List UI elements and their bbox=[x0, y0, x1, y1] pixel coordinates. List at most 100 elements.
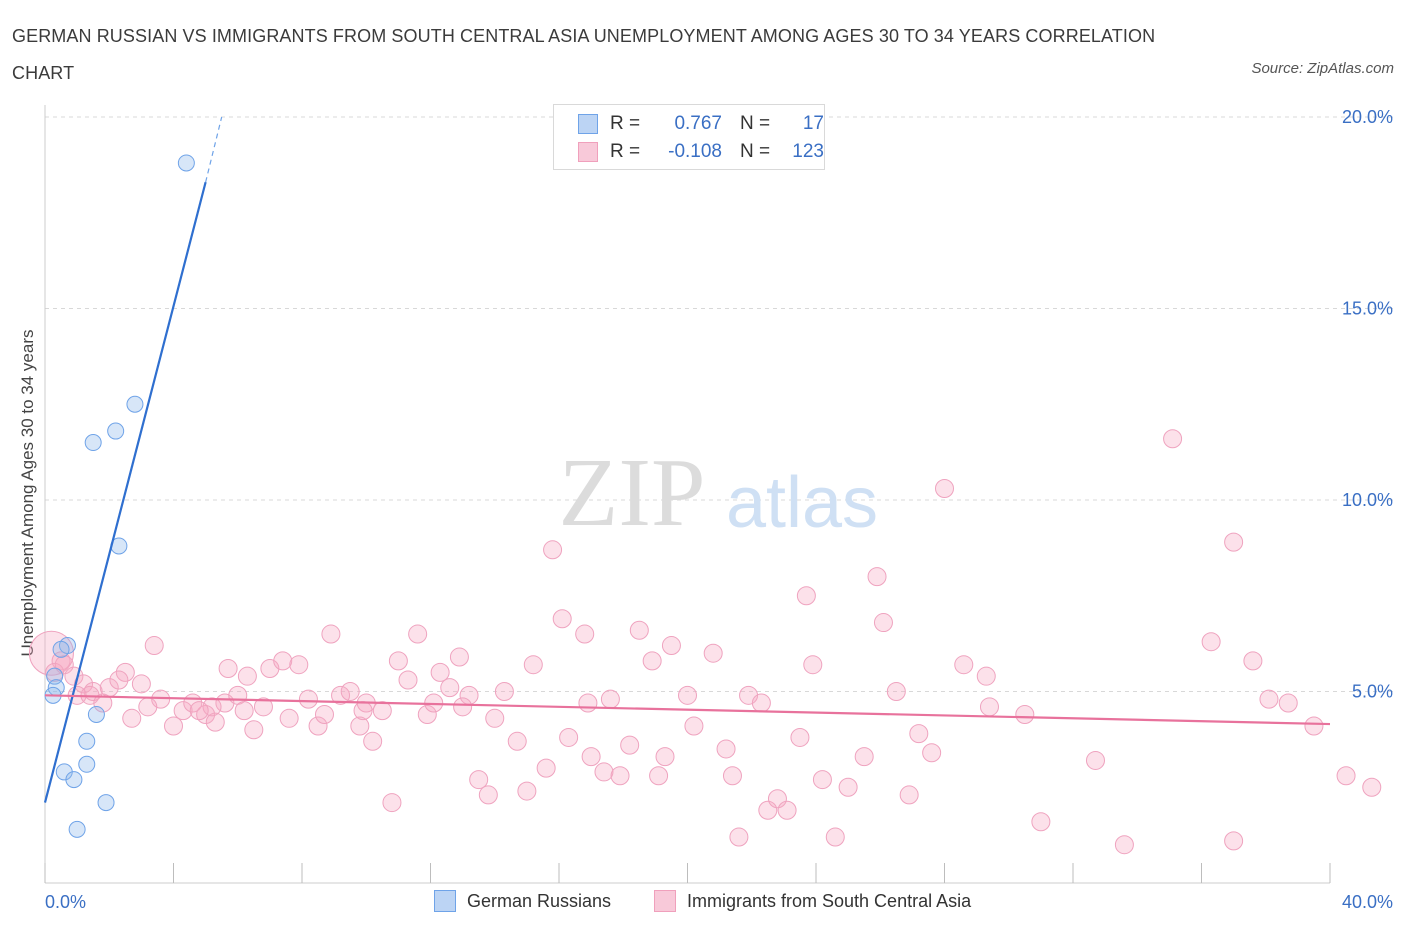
data-point-immigrants bbox=[803, 655, 823, 675]
data-point-immigrants bbox=[812, 770, 832, 790]
data-point-immigrants bbox=[164, 716, 183, 736]
data-point-immigrants bbox=[93, 693, 113, 713]
data-point-immigrants bbox=[575, 624, 595, 644]
data-point-immigrants bbox=[173, 701, 193, 721]
data-point-immigrants bbox=[1336, 766, 1356, 786]
data-point-immigrants bbox=[440, 678, 460, 698]
data-point-immigrants bbox=[289, 655, 309, 675]
series-legend-german-russians[interactable]: German Russians bbox=[434, 890, 611, 912]
legend-n-label: N = bbox=[740, 113, 771, 134]
data-point-german-russians bbox=[107, 422, 125, 440]
legend-n-value: 123 bbox=[792, 141, 824, 162]
trend-line-german-russians bbox=[43, 181, 207, 803]
data-point-immigrants bbox=[886, 682, 906, 701]
data-point-immigrants bbox=[321, 624, 341, 644]
data-point-immigrants bbox=[649, 766, 669, 786]
data-point-immigrants bbox=[620, 735, 640, 755]
data-point-immigrants bbox=[922, 743, 942, 763]
legend-n-value: 17 bbox=[802, 113, 824, 134]
data-point-immigrants bbox=[485, 708, 505, 728]
data-point-immigrants bbox=[417, 704, 437, 724]
data-point-immigrants bbox=[253, 697, 273, 717]
data-point-immigrants bbox=[350, 716, 370, 736]
watermark-atlas: atlas bbox=[726, 463, 878, 543]
data-point-german-russians bbox=[97, 794, 115, 812]
data-point-immigrants bbox=[74, 674, 94, 694]
y-tick-label: 15.0% bbox=[1342, 299, 1393, 319]
data-point-german-russians bbox=[78, 732, 96, 750]
data-point-immigrants bbox=[28, 630, 74, 676]
data-point-immigrants bbox=[340, 682, 360, 701]
data-point-immigrants bbox=[279, 708, 299, 728]
chart-title: GERMAN RUSSIAN VS IMMIGRANTS FROM SOUTH … bbox=[12, 26, 1156, 83]
data-point-immigrants bbox=[308, 716, 328, 736]
data-point-immigrants bbox=[1031, 812, 1051, 832]
data-point-immigrants bbox=[1278, 693, 1298, 713]
data-point-immigrants bbox=[790, 727, 810, 747]
data-point-immigrants bbox=[218, 659, 238, 679]
data-point-german-russians bbox=[78, 755, 96, 773]
series-legend-immigrants[interactable]: Immigrants from South Central Asia bbox=[654, 890, 971, 912]
data-point-immigrants bbox=[629, 620, 649, 640]
data-point-immigrants bbox=[610, 766, 630, 786]
data-point-immigrants bbox=[1085, 750, 1105, 770]
data-point-immigrants bbox=[45, 662, 65, 682]
legend-r-value: 0.767 bbox=[674, 113, 722, 134]
data-point-german-russians bbox=[68, 820, 86, 838]
series-swatch-blue bbox=[434, 890, 456, 912]
series-legend-label: German Russians bbox=[467, 890, 612, 911]
data-point-immigrants bbox=[873, 613, 893, 633]
data-point-immigrants bbox=[1304, 716, 1324, 736]
data-point-immigrants bbox=[388, 651, 408, 671]
data-point-immigrants bbox=[655, 747, 675, 767]
data-point-immigrants bbox=[234, 701, 254, 721]
trend-lines bbox=[43, 116, 1331, 803]
data-point-immigrants bbox=[449, 647, 469, 667]
data-point-immigrants bbox=[131, 674, 151, 694]
legend-row-immigrants: R = -0.108 N = 123 bbox=[578, 139, 824, 165]
data-point-immigrants bbox=[1201, 632, 1221, 652]
series-legend-label: Immigrants from South Central Asia bbox=[687, 890, 972, 911]
data-point-immigrants bbox=[494, 682, 514, 701]
data-point-immigrants bbox=[353, 701, 373, 721]
data-point-immigrants bbox=[751, 693, 771, 713]
data-point-immigrants bbox=[979, 697, 999, 717]
series-swatch-pink bbox=[654, 890, 676, 912]
data-point-immigrants bbox=[1362, 777, 1382, 797]
data-point-immigrants bbox=[1259, 689, 1279, 709]
y-tick-label: 5.0% bbox=[1352, 682, 1393, 702]
x-tick-label: 0.0% bbox=[45, 892, 86, 912]
source-label: Source: ZipAtlas.com bbox=[1251, 60, 1394, 77]
data-point-immigrants bbox=[1015, 704, 1035, 724]
watermark: ZIP atlas bbox=[559, 439, 879, 547]
legend-swatch-blue bbox=[578, 114, 598, 134]
data-point-immigrants bbox=[469, 770, 489, 790]
series-legend: German Russians Immigrants from South Ce… bbox=[0, 890, 1406, 916]
data-point-immigrants bbox=[453, 697, 473, 717]
data-point-immigrants bbox=[581, 747, 601, 767]
data-point-immigrants bbox=[954, 655, 974, 675]
data-point-immigrants bbox=[716, 739, 736, 759]
data-point-immigrants bbox=[507, 731, 527, 751]
data-point-immigrants bbox=[1114, 835, 1134, 855]
data-point-immigrants bbox=[363, 731, 383, 751]
data-point-immigrants bbox=[205, 712, 225, 732]
trend-line-immigrants bbox=[44, 694, 1331, 726]
data-point-immigrants bbox=[478, 785, 498, 805]
data-point-immigrants bbox=[777, 800, 797, 820]
data-point-german-russians bbox=[52, 640, 70, 658]
data-point-immigrants bbox=[642, 651, 662, 671]
data-point-immigrants bbox=[684, 716, 704, 736]
data-point-immigrants bbox=[1224, 831, 1244, 851]
data-point-immigrants bbox=[138, 697, 158, 717]
trend-line-german-russians-extension bbox=[205, 116, 223, 183]
data-point-immigrants bbox=[430, 662, 450, 682]
data-point-immigrants bbox=[298, 689, 318, 709]
data-point-immigrants bbox=[202, 697, 222, 717]
legend-row-german-russians: R = 0.767 N = 17 bbox=[578, 111, 824, 137]
data-point-german-russians bbox=[65, 771, 83, 789]
data-point-immigrants bbox=[600, 689, 620, 709]
data-point-immigrants bbox=[722, 766, 742, 786]
data-point-immigrants bbox=[1163, 429, 1183, 449]
